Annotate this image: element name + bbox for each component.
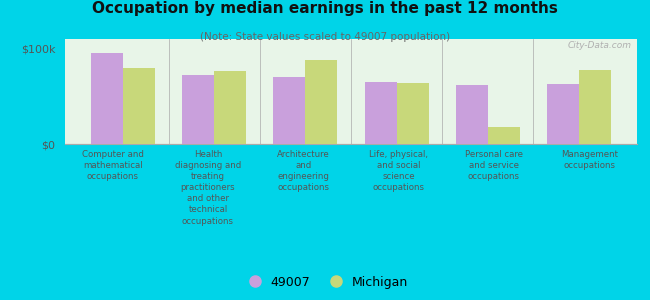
Text: City-Data.com: City-Data.com	[567, 41, 631, 50]
Text: Occupation by median earnings in the past 12 months: Occupation by median earnings in the pas…	[92, 2, 558, 16]
Text: Health
diagnosing and
treating
practitioners
and other
technical
occupations: Health diagnosing and treating practitio…	[175, 150, 241, 226]
Bar	[547, 84, 579, 144]
Bar	[456, 85, 488, 144]
Legend: 49007, Michigan: 49007, Michigan	[237, 271, 413, 294]
Bar	[91, 53, 123, 144]
Bar	[214, 71, 246, 144]
Text: Management
occupations: Management occupations	[561, 150, 618, 170]
Bar	[396, 83, 428, 144]
Bar	[123, 68, 155, 144]
Text: Computer and
mathematical
occupations: Computer and mathematical occupations	[82, 150, 144, 181]
Bar	[182, 75, 214, 144]
Bar	[274, 77, 305, 144]
Bar	[365, 82, 396, 144]
Text: Personal care
and service
occupations: Personal care and service occupations	[465, 150, 523, 181]
Text: (Note: State values scaled to 49007 population): (Note: State values scaled to 49007 popu…	[200, 32, 450, 41]
Text: Architecture
and
engineering
occupations: Architecture and engineering occupations	[277, 150, 330, 192]
Bar	[306, 60, 337, 144]
Bar	[488, 127, 520, 144]
Bar	[579, 70, 611, 144]
Text: Life, physical,
and social
science
occupations: Life, physical, and social science occup…	[369, 150, 428, 192]
